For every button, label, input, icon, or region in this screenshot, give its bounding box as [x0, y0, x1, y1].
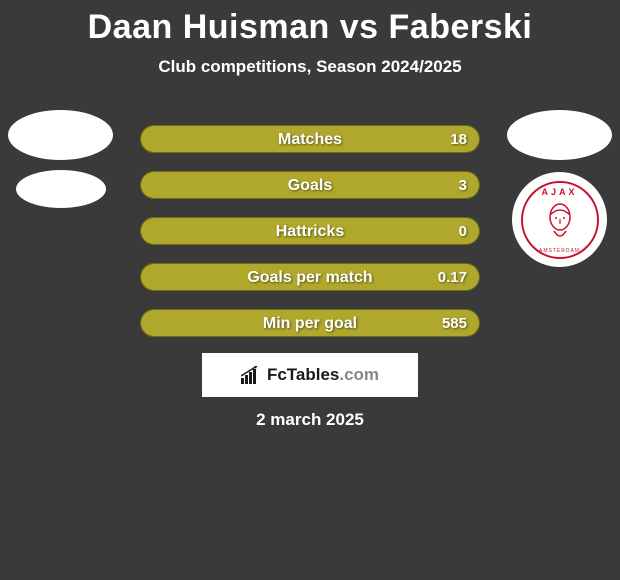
stat-label: Goals per match	[141, 264, 479, 291]
stat-right-value: 0.17	[438, 264, 467, 291]
stat-right-value: 18	[450, 126, 467, 153]
comparison-subtitle: Club competitions, Season 2024/2025	[0, 57, 620, 77]
ajax-face-icon	[542, 201, 578, 245]
stat-row-hattricks: Hattricks 0	[140, 217, 480, 245]
stat-row-goals: Goals 3	[140, 171, 480, 199]
fctables-logo: FcTables.com	[202, 353, 418, 397]
stat-right-value: 0	[459, 218, 467, 245]
logo-text: FcTables.com	[267, 365, 379, 385]
player-right-photo	[507, 110, 612, 160]
stat-right-value: 585	[442, 310, 467, 337]
ajax-city: AMSTERDAM	[523, 248, 597, 254]
logo-text-grey: .com	[339, 365, 379, 384]
player-left-club-placeholder	[16, 170, 106, 208]
bar-chart-icon	[241, 366, 263, 384]
stat-label: Matches	[141, 126, 479, 153]
comparison-title: Daan Huisman vs Faberski	[0, 0, 620, 47]
stat-row-goals-per-match: Goals per match 0.17	[140, 263, 480, 291]
stat-label: Goals	[141, 172, 479, 199]
stat-label: Hattricks	[141, 218, 479, 245]
stat-row-min-per-goal: Min per goal 585	[140, 309, 480, 337]
stat-label: Min per goal	[141, 310, 479, 337]
stat-right-value: 3	[459, 172, 467, 199]
player-right-block: AJAX AMSTERDAM	[507, 110, 612, 255]
player-left-block	[8, 110, 113, 255]
comparison-date: 2 march 2025	[0, 410, 620, 430]
stat-row-matches: Matches 18	[140, 125, 480, 153]
ajax-badge: AJAX AMSTERDAM	[512, 172, 607, 267]
stat-bars: Matches 18 Goals 3 Hattricks 0 Goals per…	[140, 125, 480, 355]
logo-text-dark: FcTables	[267, 365, 339, 384]
ajax-text: AJAX	[523, 187, 597, 197]
player-left-photo	[8, 110, 113, 160]
